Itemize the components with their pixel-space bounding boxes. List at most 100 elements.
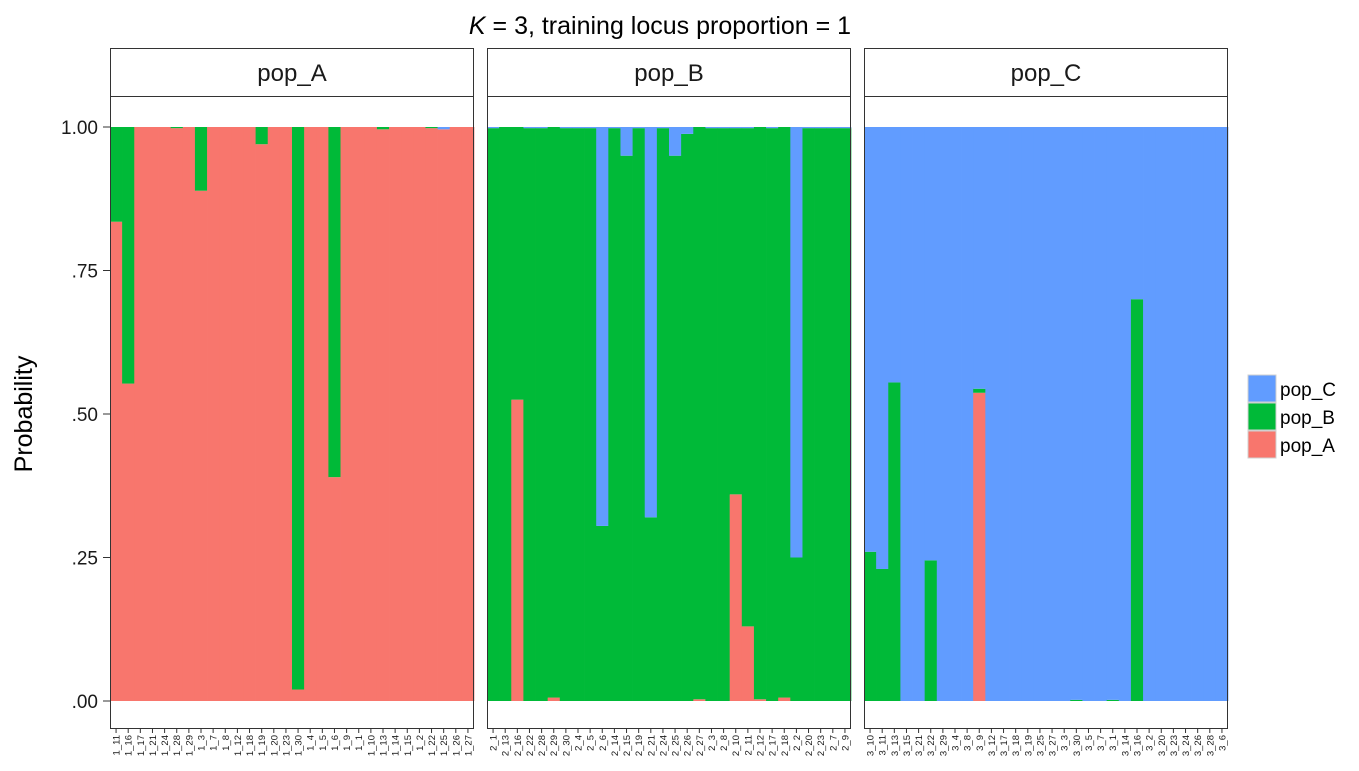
x-tick-label: 3_16 [1133,735,1144,756]
bar-segment-pop_B [547,127,561,698]
bar-segment-pop_A [364,127,378,701]
x-tick-label: 2_5 [586,735,597,751]
bar-segment-pop_A [376,129,390,702]
bar-segment-pop_C [802,127,815,129]
x-tick-label: 3_8 [963,735,974,751]
bar-segment-pop_A [413,127,426,701]
panel-border [487,96,851,729]
x-tick-label: 3_21 [914,735,925,756]
bar-segment-pop_C [1203,127,1217,701]
bar-segment-pop_B [487,128,500,701]
bar-segment-pop_C [814,127,828,129]
facet-pop_B: pop_B2_1 2_13 2_16 2_22 2_28 2_29 2_30 2_4 2_5 2_… [487,48,852,756]
bar-segment-pop_B [644,517,658,701]
bar-segment-pop_A [158,127,172,701]
bar-segment-pop_B [802,128,815,701]
bar-segment-pop_A [741,626,755,701]
bar-segment-pop_A [304,127,317,701]
x-tick-label: 1_22 [427,735,438,756]
x-tick-label: 3_11 [878,735,889,755]
bar-segment-pop_B [681,133,694,701]
bar-segment-pop_B [535,128,549,701]
x-tick-label: 1_21 [148,735,159,756]
y-axis: .00 .25 .50 .75 1.00 [61,118,110,713]
x-tick-label: 1_26 [451,735,462,756]
x-tick-label: 1_3 [197,735,208,751]
x-tick-label: 2_10 [731,735,742,756]
bar-segment-pop_A [292,689,305,701]
bar-segment-pop_A [461,127,475,701]
bar-segment-pop_C [997,127,1010,701]
bar-segment-pop_B [729,128,743,495]
bar-segment-pop_B [656,128,670,701]
bar-segment-pop_B [693,127,706,700]
x-tick-label: 1_30 [294,735,305,756]
bar-segment-pop_B [838,128,852,701]
bar-segment-pop_C [1215,127,1229,701]
bar-segment-pop_C [644,127,658,518]
x-tick-label: 2_6 [598,735,609,751]
bar-segment-pop_C [717,127,731,129]
bar-segment-pop_A [255,144,269,702]
x-tick-label: 1_9 [342,735,353,751]
bar-segment-pop_B [888,382,901,701]
bar-segment-pop_B [596,525,609,701]
x-tick-label: 2_1 [489,735,500,751]
bar-segment-pop_A [693,699,706,701]
bar-segment-pop_C [1179,127,1192,701]
bar-segment-pop_B [778,127,791,698]
x-tick-label: 2_29 [549,735,560,756]
facet-strip [110,48,474,97]
bar-segment-pop_B [571,128,585,701]
bar-segment-pop_C [1033,127,1047,701]
bar-segment-pop_B [328,127,341,478]
bar-segment-pop_C [766,127,779,129]
x-tick-label: 2_14 [610,735,621,756]
bar-segment-pop_C [1191,127,1205,701]
bar-segment-pop_C [985,127,998,701]
bar-segment-pop_B [753,127,767,700]
bar-segment-pop_B [523,128,536,701]
bar-segment-pop_C [669,127,682,156]
bar-segment-pop_C [1021,127,1035,701]
bar-segment-pop_A [243,127,256,701]
y-tick-label: .25 [72,549,98,570]
bar-segment-pop_C [961,127,974,701]
x-tick-label: 1_23 [281,735,292,756]
x-tick-label: 3_30 [1072,735,1083,756]
x-tick-label: 3_27 [1048,735,1059,756]
x-tick-label: 1_18 [245,735,256,756]
x-tick-label: 2_15 [622,735,633,756]
x-tick-label: 1_14 [391,735,402,756]
x-tick-label: 3_7 [1096,735,1107,751]
bar-segment-pop_A [753,699,767,701]
bar-segment-pop_B [122,127,135,384]
y-tick-label: 1.00 [61,118,98,139]
x-tick-label: 1_20 [269,735,280,756]
bar-segment-pop_C [487,127,500,129]
x-tick-label: 1_5 [318,735,329,751]
x-tick-label: 2_26 [683,735,694,756]
bar-segment-pop_B [608,128,621,701]
bar-segment-pop_C [1167,127,1180,701]
x-tick-label: 1_25 [439,735,450,756]
x-tick-label: 3_14 [1120,735,1131,756]
bar-segment-pop_A [316,127,329,701]
bar-segment-pop_C [437,127,451,130]
bar-segment-pop_B [814,128,828,701]
x-tick-label: 2_11 [743,735,754,755]
x-tick-label: 1_7 [209,735,220,751]
x-tick-label: 2_9 [840,735,851,751]
x-tick-label: 2_3 [707,735,718,751]
x-tick-label: 3_28 [1205,735,1216,756]
legend-key-pop_C [1247,374,1277,403]
x-tick-label: 3_4 [951,735,962,751]
bar-segment-pop_A [511,399,524,701]
bar-segment-pop_A [194,190,208,701]
x-tick-label: 3_13 [890,735,901,756]
x-tick-label: 3_12 [987,735,998,756]
x-tick-label: 2_24 [658,735,669,756]
x-tick-label: 1_29 [184,735,195,756]
y-tick-label: .75 [72,262,98,283]
x-tick-label: 1_27 [463,735,474,756]
